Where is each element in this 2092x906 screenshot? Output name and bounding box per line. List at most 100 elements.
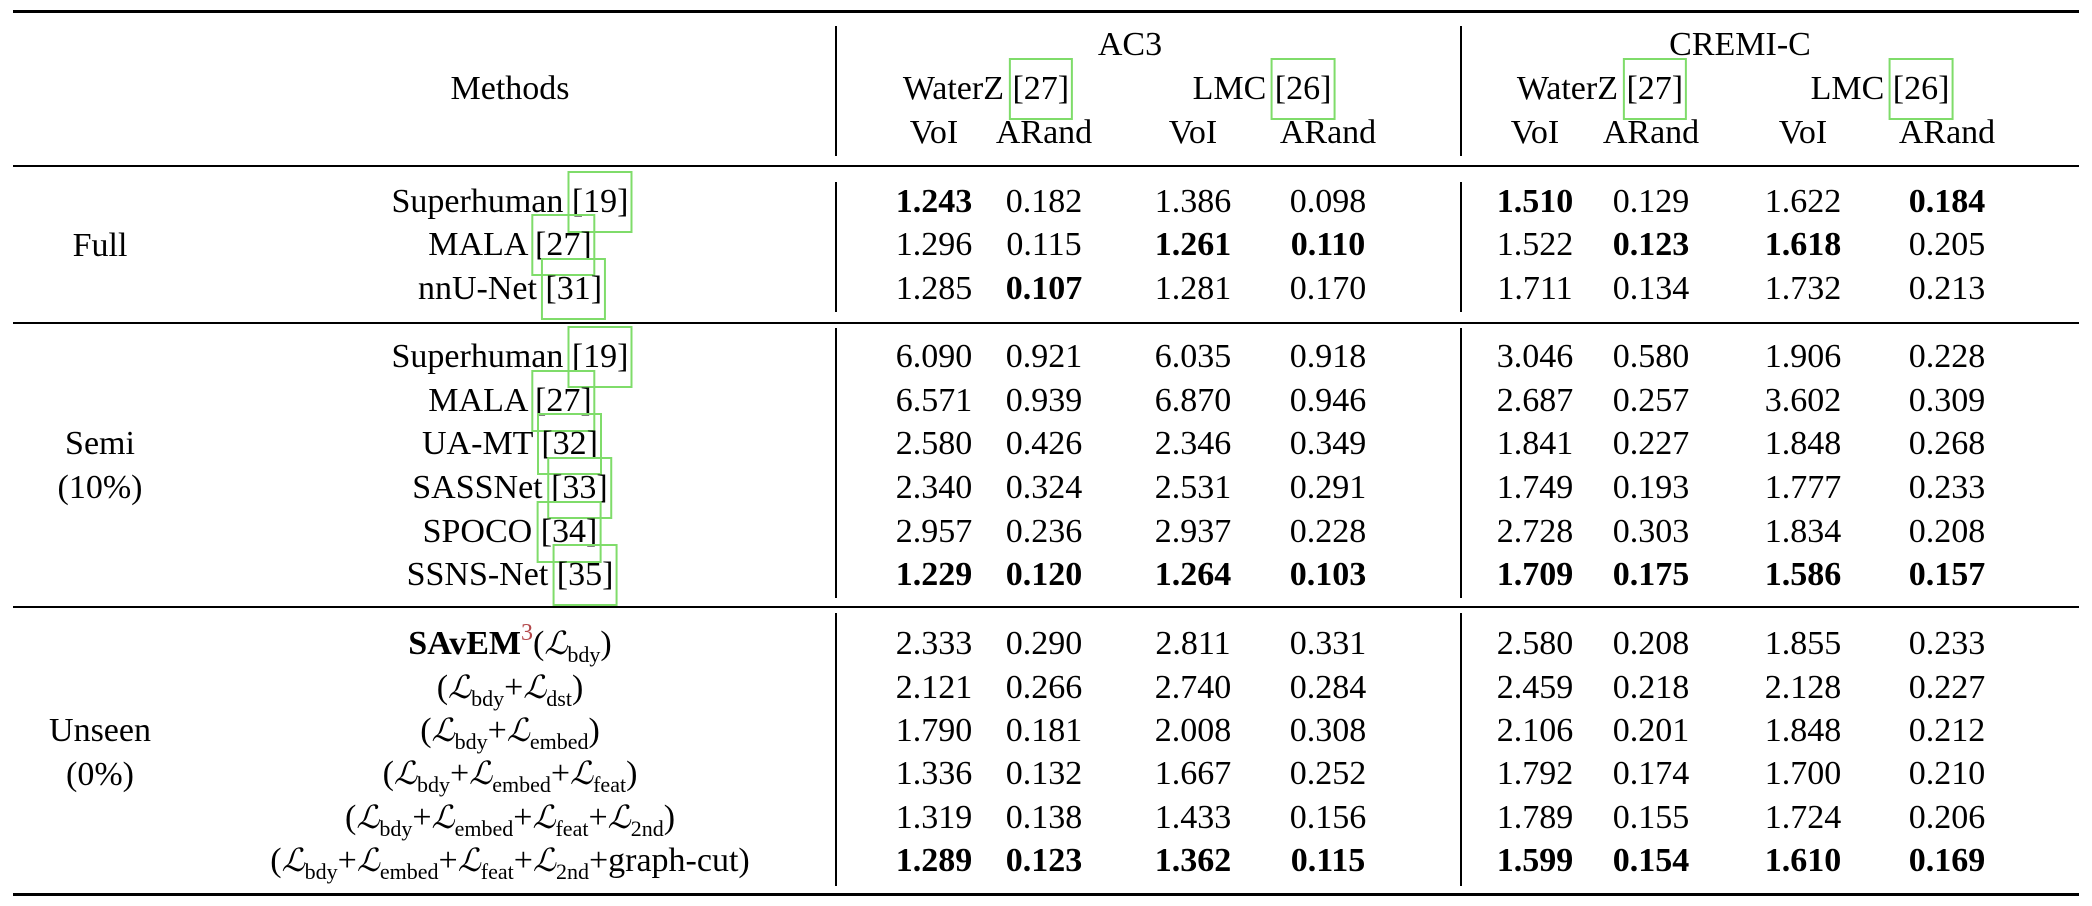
citation-link[interactable]: [33] [547, 457, 612, 519]
citation-link[interactable]: [19] [567, 326, 633, 388]
metric-value: 0.123 [1005, 842, 1083, 879]
metric-value: 0.939 [1005, 382, 1083, 419]
metric-value: 0.284 [1289, 669, 1367, 706]
metric-header: VoI [1510, 114, 1560, 151]
metric-value: 0.157 [1908, 556, 1986, 593]
loss-term: ℒfeat [570, 754, 627, 797]
metric-value: 1.522 [1496, 226, 1574, 263]
method-name: SASSNet [33] [412, 457, 612, 519]
table-rule [13, 893, 2079, 896]
metric-value: 0.233 [1908, 469, 1986, 506]
metric-value: 0.212 [1908, 712, 1986, 749]
metric-value: 1.264 [1154, 556, 1232, 593]
citation-link[interactable]: [26] [1270, 58, 1336, 120]
method-name: nnU-Net [31] [418, 258, 606, 320]
method-label: MALA [428, 382, 536, 419]
metric-value: 0.169 [1908, 842, 1986, 879]
method-name: MALA [27] [428, 214, 596, 276]
metric-value: 0.331 [1289, 625, 1367, 662]
metric-value: 0.918 [1289, 338, 1367, 375]
loss-term: ℒbdy [544, 624, 601, 667]
metric-value: 0.201 [1612, 712, 1690, 749]
metric-value: 1.709 [1496, 556, 1574, 593]
metric-value: 0.182 [1005, 183, 1083, 220]
metric-value: 0.138 [1005, 799, 1083, 836]
dataset-header: AC3 [1097, 26, 1163, 63]
metric-value: 0.266 [1005, 669, 1083, 706]
metric-value: 1.289 [895, 842, 973, 879]
metric-value: 1.848 [1764, 712, 1842, 749]
metric-value: 1.336 [895, 755, 973, 792]
table-rule [13, 606, 2079, 608]
column-separator [1460, 26, 1462, 156]
metric-value: 6.090 [895, 338, 973, 375]
citation-link[interactable]: [31] [541, 258, 606, 320]
loss-term: ℒdst [523, 668, 572, 711]
metric-value: 1.610 [1764, 842, 1842, 879]
footnote-marker[interactable]: 3 [521, 620, 534, 646]
metric-value: 0.291 [1289, 469, 1367, 506]
loss-term: ℒbdy [281, 841, 338, 884]
metric-value: 0.170 [1289, 270, 1367, 307]
loss-term: ℒbdy [393, 754, 450, 797]
metric-value: 0.098 [1289, 183, 1367, 220]
loss-term: ℒ2nd [532, 841, 589, 884]
metric-value: 3.602 [1764, 382, 1842, 419]
metric-value: 1.724 [1764, 799, 1842, 836]
metric-value: 0.115 [1290, 842, 1366, 879]
metric-value: 0.129 [1612, 183, 1690, 220]
section-label: Semi [65, 425, 135, 462]
citation-link[interactable]: [35] [552, 544, 618, 606]
methods-header: Methods [450, 70, 570, 107]
citation-link[interactable]: [32] [537, 413, 602, 475]
metric-value: 1.667 [1154, 755, 1232, 792]
method-label: SASSNet [412, 469, 552, 506]
method-name: MALA [27] [428, 370, 596, 432]
metric-value: 0.349 [1289, 425, 1367, 462]
metric-value: 6.571 [895, 382, 973, 419]
metric-value: 0.123 [1612, 226, 1690, 263]
metric-value: 6.870 [1154, 382, 1232, 419]
metric-value: 2.957 [895, 513, 973, 550]
algorithm-name: WaterZ [1516, 70, 1627, 107]
citation-link[interactable]: [19] [567, 171, 633, 233]
metric-value: 0.174 [1612, 755, 1690, 792]
citation-link[interactable]: [34] [536, 501, 602, 563]
metric-value: 2.346 [1154, 425, 1232, 462]
citation-link[interactable]: [27] [1622, 58, 1687, 120]
metric-value: 0.921 [1005, 338, 1083, 375]
citation-link[interactable]: [27] [1008, 58, 1073, 120]
metric-value: 0.193 [1612, 469, 1690, 506]
citation-link[interactable]: [26] [1888, 58, 1954, 120]
method-label: SSNS-Net [406, 556, 557, 593]
metric-value: 0.227 [1908, 669, 1986, 706]
metric-value: 1.749 [1496, 469, 1574, 506]
metric-value: 2.128 [1764, 669, 1842, 706]
citation-link[interactable]: [27] [531, 214, 596, 276]
metric-value: 0.210 [1908, 755, 1986, 792]
metric-value: 0.228 [1908, 338, 1986, 375]
dataset-header: CREMI-C [1669, 26, 1811, 63]
metric-header: ARand [1279, 114, 1377, 151]
metric-value: 1.732 [1764, 270, 1842, 307]
metric-value: 1.834 [1764, 513, 1842, 550]
metric-value: 2.333 [895, 625, 973, 662]
metric-value: 3.046 [1496, 338, 1574, 375]
citation-link[interactable]: [27] [531, 370, 596, 432]
method-name: UA-MT [32] [422, 413, 602, 475]
table-rule [13, 322, 2079, 324]
metric-value: 1.700 [1764, 755, 1842, 792]
loss-term: ℒbdy [448, 668, 505, 711]
metric-value: 1.261 [1154, 226, 1232, 263]
metric-value: 0.268 [1908, 425, 1986, 462]
metric-value: 0.115 [1006, 226, 1082, 263]
table-rule [13, 165, 2079, 167]
metric-value: 0.227 [1612, 425, 1690, 462]
section-label: Unseen [49, 711, 151, 749]
metric-value: 0.110 [1290, 226, 1366, 263]
loss-term: ℒembed [431, 798, 514, 841]
algorithm-header: LMC [26] [1193, 58, 1336, 120]
metric-value: 0.236 [1005, 513, 1083, 550]
metric-value: 0.184 [1908, 183, 1986, 220]
